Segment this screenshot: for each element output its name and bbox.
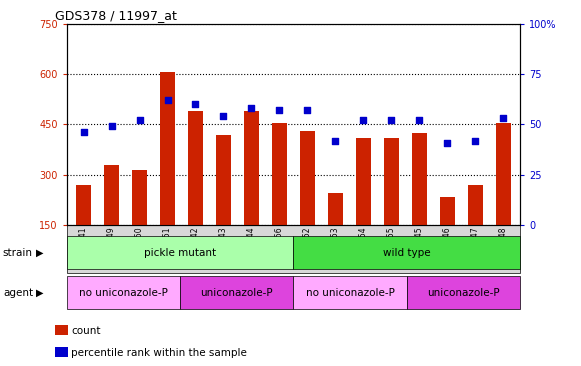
Point <box>498 115 508 121</box>
Bar <box>132 170 147 225</box>
Bar <box>300 131 315 225</box>
Bar <box>440 197 455 225</box>
Point <box>107 123 116 129</box>
Text: ▶: ▶ <box>36 247 43 258</box>
Bar <box>160 72 175 225</box>
Bar <box>180 276 293 309</box>
Text: pickle mutant: pickle mutant <box>144 247 216 258</box>
Bar <box>272 123 287 225</box>
Text: GDS378 / 11997_at: GDS378 / 11997_at <box>55 9 177 22</box>
Text: uniconazole-P: uniconazole-P <box>200 288 273 298</box>
Bar <box>496 123 511 225</box>
Point <box>79 130 88 135</box>
Point <box>303 108 312 113</box>
Text: strain: strain <box>3 247 33 258</box>
Point <box>191 101 200 107</box>
Bar <box>468 185 483 225</box>
Point <box>331 138 340 143</box>
Bar <box>104 165 119 225</box>
Bar <box>244 111 259 225</box>
Text: uniconazole-P: uniconazole-P <box>427 288 500 298</box>
Bar <box>293 236 520 269</box>
Bar <box>76 185 91 225</box>
Bar <box>356 138 371 225</box>
Text: agent: agent <box>3 288 33 298</box>
Text: ▶: ▶ <box>36 288 43 298</box>
Point <box>415 117 424 123</box>
Bar <box>383 138 399 225</box>
Point <box>275 108 284 113</box>
Text: percentile rank within the sample: percentile rank within the sample <box>71 348 248 358</box>
Point <box>471 138 480 143</box>
Bar <box>328 193 343 225</box>
Bar <box>293 276 407 309</box>
Bar <box>67 236 293 269</box>
Point <box>219 113 228 119</box>
Text: no uniconazole-P: no uniconazole-P <box>79 288 168 298</box>
Bar <box>188 111 203 225</box>
Point <box>247 105 256 111</box>
Text: no uniconazole-P: no uniconazole-P <box>306 288 394 298</box>
Point <box>135 117 144 123</box>
Point <box>387 117 396 123</box>
Bar <box>67 276 180 309</box>
Text: wild type: wild type <box>383 247 431 258</box>
Bar <box>411 133 427 225</box>
Point <box>443 139 452 145</box>
Point <box>163 97 172 103</box>
Text: count: count <box>71 326 101 336</box>
Point <box>358 117 368 123</box>
Bar <box>407 276 520 309</box>
Bar <box>67 225 520 273</box>
Bar <box>216 134 231 225</box>
